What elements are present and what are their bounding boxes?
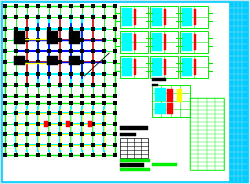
Bar bbox=[14, 31, 25, 44]
Bar bbox=[88, 121, 92, 128]
Bar bbox=[66, 121, 70, 128]
Bar bbox=[120, 163, 144, 167]
Bar bbox=[47, 56, 58, 65]
Bar bbox=[152, 163, 177, 166]
Bar bbox=[120, 159, 150, 162]
Bar bbox=[164, 9, 166, 25]
Bar bbox=[180, 56, 208, 78]
Bar bbox=[5, 6, 115, 96]
Bar bbox=[152, 84, 158, 86]
Bar bbox=[164, 34, 166, 50]
Bar bbox=[5, 103, 115, 155]
Bar bbox=[134, 59, 136, 75]
Bar bbox=[14, 56, 25, 65]
Bar bbox=[180, 31, 208, 53]
Bar bbox=[69, 31, 80, 44]
Bar bbox=[120, 126, 148, 130]
Bar bbox=[120, 56, 148, 78]
Bar bbox=[120, 6, 148, 28]
Bar bbox=[150, 6, 178, 28]
Bar bbox=[155, 88, 166, 101]
Bar bbox=[150, 56, 178, 78]
Bar bbox=[167, 103, 173, 114]
Bar bbox=[182, 58, 192, 76]
Bar bbox=[177, 89, 182, 102]
Bar bbox=[120, 31, 148, 53]
Bar bbox=[120, 138, 148, 158]
Bar bbox=[229, 2, 247, 182]
Bar bbox=[47, 31, 58, 44]
Bar bbox=[155, 103, 166, 114]
Bar bbox=[44, 121, 48, 128]
Bar bbox=[164, 59, 166, 75]
Bar bbox=[167, 89, 173, 102]
Bar bbox=[120, 133, 136, 136]
Bar bbox=[152, 85, 190, 117]
Bar bbox=[152, 58, 162, 76]
Bar bbox=[150, 31, 178, 53]
Bar bbox=[122, 8, 132, 26]
Bar bbox=[120, 168, 150, 171]
Bar bbox=[194, 59, 196, 75]
Bar bbox=[182, 33, 192, 51]
Bar bbox=[152, 8, 162, 26]
Bar bbox=[122, 33, 132, 51]
Bar bbox=[152, 78, 166, 81]
Bar bbox=[134, 9, 136, 25]
Bar bbox=[152, 33, 162, 51]
Bar bbox=[122, 58, 132, 76]
Bar bbox=[134, 34, 136, 50]
Bar bbox=[69, 56, 80, 65]
Bar bbox=[194, 9, 196, 25]
Bar bbox=[180, 6, 208, 28]
Bar bbox=[190, 98, 224, 170]
Bar bbox=[194, 34, 196, 50]
Bar bbox=[182, 8, 192, 26]
